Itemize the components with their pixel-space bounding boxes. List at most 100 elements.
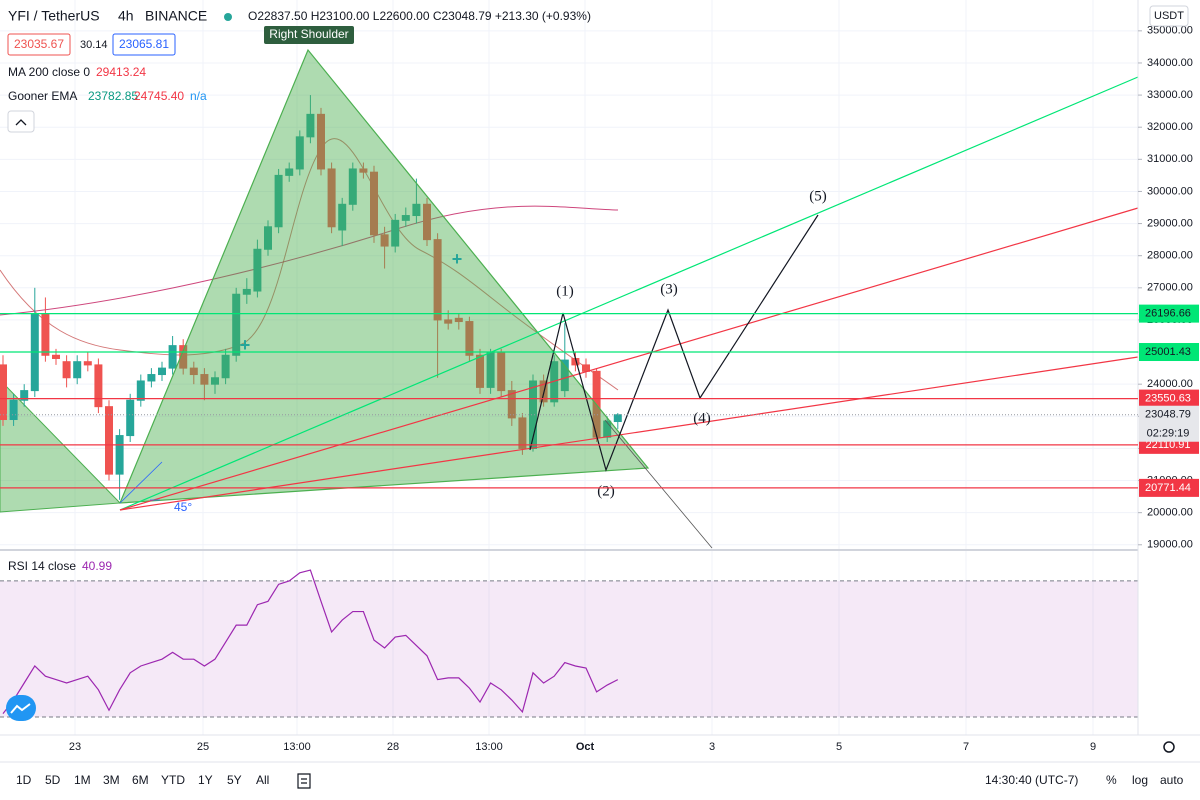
- candle-body: [9, 399, 18, 421]
- logo-icon: [10, 703, 31, 714]
- scale-option[interactable]: log: [1132, 773, 1148, 787]
- rsi-line: [2, 569, 619, 714]
- bid-box[interactable]: [7, 33, 71, 56]
- scale-option[interactable]: %: [1106, 773, 1117, 787]
- candle-body: [465, 321, 474, 356]
- wave-label: (4): [693, 410, 711, 426]
- candle-body: [444, 319, 453, 324]
- legend: YFI / TetherUS 4h BINANCE O22837.50 H231…: [7, 5, 1189, 133]
- price-label-box: [1139, 389, 1199, 408]
- indicator-name: Gooner EMA: [8, 89, 77, 103]
- candle-body: [507, 390, 516, 419]
- last-price: 23048.79: [1145, 409, 1191, 421]
- range-button[interactable]: 1D: [16, 773, 32, 787]
- y-tick-label: 32000.00: [1147, 121, 1193, 133]
- indicator-name: MA 200 close 0: [8, 65, 90, 79]
- annotation-label: Right Shoulder: [269, 27, 348, 41]
- ma200-line: [0, 205, 619, 316]
- candle-body: [20, 390, 29, 401]
- candle-body: [560, 359, 569, 392]
- x-tick-label: 23: [69, 741, 81, 753]
- settings-icon[interactable]: [1163, 741, 1175, 753]
- price-label-box: [1139, 343, 1199, 362]
- wave-label: (1): [556, 283, 574, 299]
- range-button[interactable]: 1Y: [198, 773, 213, 787]
- ask: 23065.81: [119, 37, 169, 51]
- candle-body: [582, 364, 590, 372]
- scale-option[interactable]: auto: [1160, 773, 1184, 787]
- y-tick-label: 34000.00: [1147, 57, 1193, 69]
- x-tick-label: 5: [836, 741, 842, 753]
- x-tick-label: 28: [387, 741, 399, 753]
- range-button[interactable]: 1M: [74, 773, 91, 787]
- compare-icon[interactable]: [297, 773, 311, 789]
- range-button[interactable]: 5Y: [227, 773, 242, 787]
- candle-body: [168, 345, 177, 369]
- y-tick-label: 31000.00: [1147, 153, 1193, 165]
- indicator-value: 29413.24: [96, 65, 146, 79]
- candle-body: [179, 345, 188, 369]
- trend-line: [119, 207, 1139, 511]
- exchange: BINANCE: [145, 8, 207, 24]
- x-tick-label: 13:00: [283, 741, 311, 753]
- candle-body: [115, 435, 124, 475]
- price-axis: 19000.0020000.0021000.0022000.0023000.00…: [0, 0, 1200, 735]
- price-label-box: [1139, 478, 1199, 497]
- candle-body: [454, 317, 463, 323]
- angle-label: 45°: [174, 500, 192, 514]
- y-tick-label: 19000.00: [1147, 539, 1193, 551]
- currency-button[interactable]: [1149, 5, 1189, 27]
- rsi-value: 40.99: [82, 559, 112, 573]
- candle-body: [423, 203, 431, 241]
- x-tick-label: 13:00: [475, 741, 503, 753]
- indicator-value: 24745.40: [134, 89, 184, 103]
- y-tick-label: 27000.00: [1147, 282, 1193, 294]
- range-button[interactable]: 3M: [103, 773, 120, 787]
- y-tick-label: 24000.00: [1147, 378, 1193, 390]
- price-label: 20771.44: [1145, 482, 1191, 494]
- rsi-title: RSI 14 close: [8, 559, 76, 573]
- status-dot: [224, 13, 232, 21]
- candle-body: [41, 313, 50, 356]
- y-tick-label: 35000.00: [1147, 25, 1193, 37]
- range-button[interactable]: All: [256, 773, 269, 787]
- candle-body: [189, 367, 198, 376]
- range-button[interactable]: YTD: [161, 773, 185, 787]
- candle-body: [317, 113, 325, 170]
- y-tick-label: 30000.00: [1147, 185, 1193, 197]
- interval: 4h: [118, 8, 134, 24]
- collapse-button[interactable]: [7, 110, 35, 133]
- y-tick-label: 33000.00: [1147, 89, 1193, 101]
- pattern-drawings: + + 45° Right Shoulder: [119, 26, 1139, 549]
- wave-label: (5): [809, 188, 827, 204]
- rsi-pane: 30.0040.0050.0060.0070.00RSI 14 close40.…: [0, 559, 1175, 723]
- symbol: YFI / TetherUS: [8, 8, 100, 24]
- rsi-band: [0, 580, 1138, 718]
- range-button[interactable]: 6M: [132, 773, 149, 787]
- signal-marker: +: [452, 249, 463, 269]
- candle-body: [412, 203, 421, 217]
- projection-line: [604, 419, 713, 549]
- bid: 23035.67: [14, 37, 64, 51]
- currency: USDT: [1154, 10, 1184, 22]
- candle-body: [158, 367, 166, 376]
- candle-body: [380, 234, 389, 247]
- clock: 14:30:40 (UTC-7): [985, 773, 1078, 787]
- y-tick-label: 28000.00: [1147, 250, 1193, 262]
- candle-body: [338, 203, 347, 231]
- candle-body: [613, 414, 622, 423]
- collapse-icon: [15, 119, 27, 126]
- candle-body: [253, 248, 262, 292]
- countdown: 02:29:19: [1147, 428, 1190, 440]
- candle-body: [73, 361, 82, 379]
- time-axis: 23 25 13:00 28 13:00 Oct 3 5 7 9: [69, 741, 1096, 753]
- x-tick-label: 7: [963, 741, 969, 753]
- candle-body: [285, 168, 294, 176]
- candle-body: [136, 380, 145, 401]
- candle-body: [295, 136, 304, 170]
- toolbar: 14:30:40 (UTC-7) 1D 5D 1M 3M 6M YTD 1Y 5Y All% lo…: [16, 773, 1184, 789]
- range-button[interactable]: 5D: [45, 773, 61, 787]
- indicator-value: 23782.85: [88, 89, 138, 103]
- ask-box[interactable]: [112, 33, 176, 56]
